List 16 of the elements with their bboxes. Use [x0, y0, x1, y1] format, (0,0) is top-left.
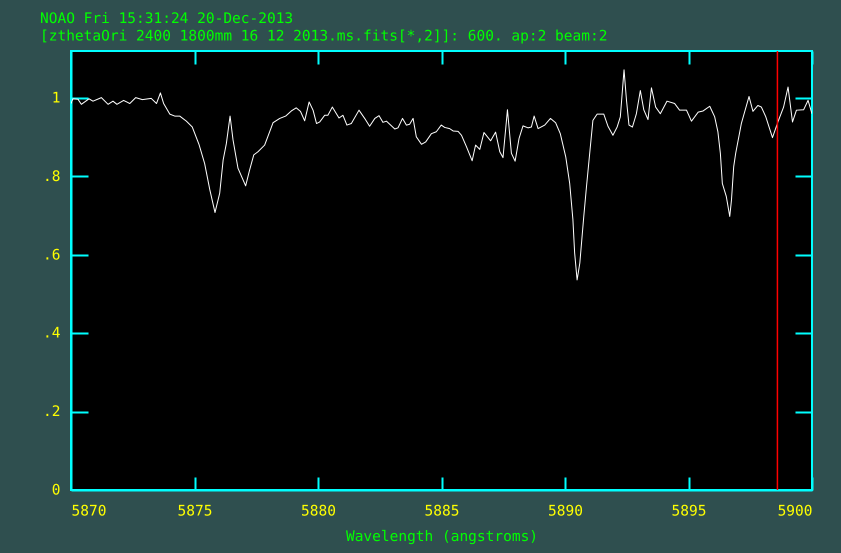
y-tick-label: .2: [43, 404, 60, 420]
y-tick-label: .6: [43, 247, 60, 264]
chart-subtitle: [zthetaOri 2400 1800mm 16 12 2013.ms.fits[*,2]]: 600. ap:2 beam:2: [40, 28, 608, 44]
x-tick-label: 5895: [672, 504, 706, 520]
x-tick-label: 5900: [778, 504, 812, 520]
x-tick-label: 5880: [301, 504, 336, 520]
y-tick-label: 0: [52, 482, 60, 498]
chart-title: NOAO Fri 15:31:24 20-Dec-2013: [40, 11, 294, 27]
x-tick-label: 5870: [72, 504, 106, 520]
x-tick-label: 5885: [424, 504, 460, 520]
x-tick-label: 5890: [548, 504, 583, 520]
x-tick-label: 5875: [178, 504, 212, 520]
y-tick-label: 1: [52, 90, 60, 107]
y-tick-label: .4: [43, 326, 61, 342]
x-axis-title: Wavelength (angstroms): [346, 529, 538, 545]
y-tick-label: .8: [43, 168, 60, 185]
